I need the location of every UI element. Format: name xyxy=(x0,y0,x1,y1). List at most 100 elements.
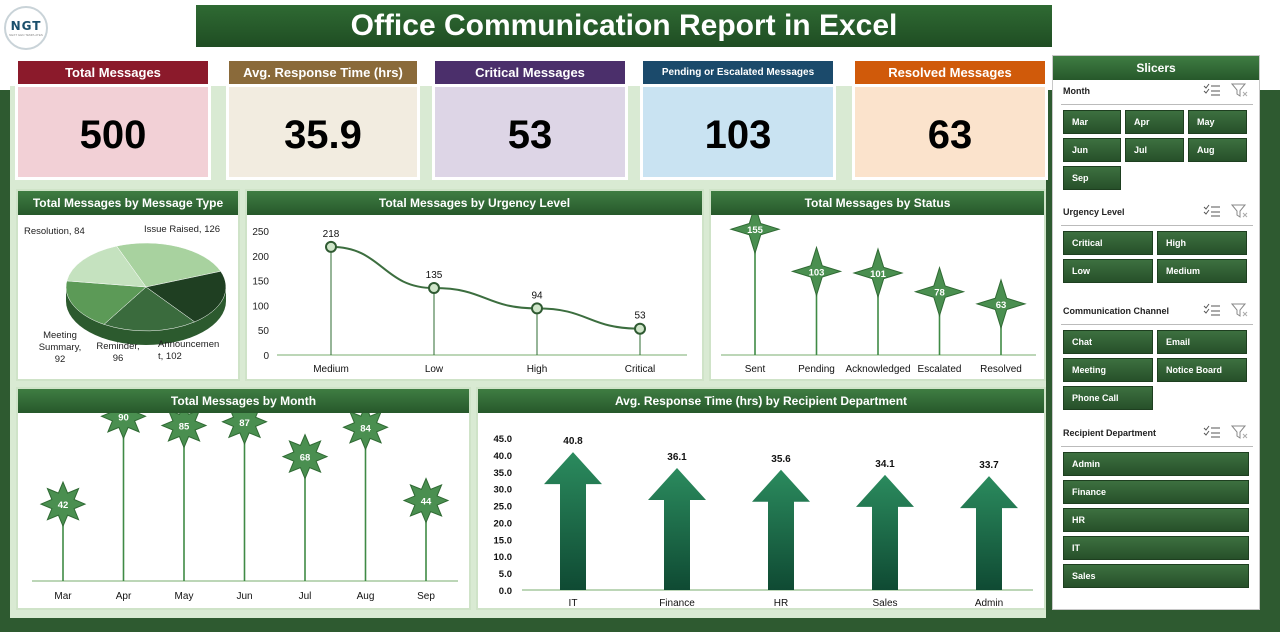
status-chart: 155 Sent 103 Pending 101 Acknowledged 78 Escala… xyxy=(721,215,1036,375)
bar-arrow xyxy=(856,474,914,590)
bar-chart: 0.0 5.0 10.0 15.0 20.0 25.0 30.0 35.0 40.0 45.0 40… xyxy=(494,434,1033,608)
kpi-card-critical-messages: Critical Messages 53 xyxy=(432,58,628,180)
y-tick-label: 150 xyxy=(252,277,269,288)
panel-status: Total Messages by Status 155 Sent 103 Pendi… xyxy=(709,189,1046,381)
slicer-item-sep[interactable]: Sep xyxy=(1063,166,1121,190)
pie-data-label: 92 xyxy=(55,354,66,365)
x-tick-label: Sep xyxy=(417,591,435,602)
clear-filter-icon[interactable] xyxy=(1230,425,1249,439)
y-tick-label: 30.0 xyxy=(494,485,513,496)
panel-response-time: Avg. Response Time (hrs) by Recipient De… xyxy=(476,387,1046,610)
data-point xyxy=(531,302,543,315)
slicers-title: Slicers xyxy=(1053,56,1259,80)
clear-filter-icon[interactable] xyxy=(1230,204,1249,218)
data-point xyxy=(325,240,337,253)
slicer-item-medium[interactable]: Medium xyxy=(1157,259,1247,283)
x-tick-label: Sales xyxy=(872,598,897,608)
slicers-panel: Slicers Month Mar Apr May Jun Jul Aug Se… xyxy=(1052,55,1260,610)
clear-filter-icon[interactable] xyxy=(1230,83,1249,97)
kpi-value: 103 xyxy=(704,112,772,157)
line-chart: 0 50 100 150 200 250 218 Medium 135 Low 94 High 53 Cr… xyxy=(252,227,687,375)
x-tick-label: Sent xyxy=(745,364,766,375)
slicer-item-sales[interactable]: Sales xyxy=(1063,564,1249,588)
slicer-item-aug[interactable]: Aug xyxy=(1188,138,1247,162)
multi-select-icon[interactable] xyxy=(1203,83,1221,97)
x-tick-label: Medium xyxy=(313,364,349,375)
data-label: 84 xyxy=(360,423,371,434)
slicer-item-high[interactable]: High xyxy=(1157,231,1247,255)
slicer-item-apr[interactable]: Apr xyxy=(1125,110,1184,134)
pie-slice xyxy=(145,271,227,323)
bar-arrow xyxy=(648,468,706,590)
x-tick-label: Jul xyxy=(299,591,312,602)
slicer-item-mar[interactable]: Mar xyxy=(1063,110,1121,134)
panel-title: Total Messages by Status xyxy=(711,191,1044,215)
x-tick-label: Critical xyxy=(625,364,656,375)
data-label: 101 xyxy=(870,269,887,280)
slicer-item-email[interactable]: Email xyxy=(1157,330,1247,354)
pie-data-label: Meeting xyxy=(43,330,77,341)
panel-title: Total Messages by Month xyxy=(18,389,469,413)
pie-data-label: Reminder, xyxy=(96,341,139,352)
x-tick-label: May xyxy=(175,591,194,602)
pie-slice xyxy=(65,280,147,325)
bar-arrow xyxy=(544,452,602,590)
y-tick-label: 20.0 xyxy=(494,518,513,529)
slicer-item-admin[interactable]: Admin xyxy=(1063,452,1249,476)
star-marker xyxy=(790,245,843,298)
data-label: 155 xyxy=(747,225,764,236)
clear-filter-icon[interactable] xyxy=(1230,303,1249,317)
slicer-item-meeting[interactable]: Meeting xyxy=(1063,358,1153,382)
slicer-item-notice-board[interactable]: Notice Board xyxy=(1157,358,1247,382)
star-marker xyxy=(975,278,1027,330)
kpi-card-total-messages: Total Messages 500 xyxy=(15,58,211,180)
data-label: 40.8 xyxy=(563,436,583,447)
slicer-item-hr[interactable]: HR xyxy=(1063,508,1249,532)
star-marker xyxy=(913,266,966,318)
star-marker xyxy=(281,433,329,480)
star-marker xyxy=(729,215,781,255)
x-tick-label: Pending xyxy=(798,364,835,375)
multi-select-icon[interactable] xyxy=(1203,303,1221,317)
y-tick-label: 50 xyxy=(258,326,270,337)
multi-select-icon[interactable] xyxy=(1203,425,1221,439)
pie-slice xyxy=(103,286,196,332)
data-label: 68 xyxy=(300,453,311,464)
panel-title: Total Messages by Message Type xyxy=(18,191,238,215)
x-tick-label: Acknowledged xyxy=(845,364,910,375)
star-marker xyxy=(221,413,268,446)
y-tick-label: 10.0 xyxy=(494,552,513,563)
y-tick-label: 5.0 xyxy=(499,569,512,580)
y-tick-label: 100 xyxy=(252,301,269,312)
divider xyxy=(1061,324,1253,325)
y-tick-label: 45.0 xyxy=(494,434,513,445)
kpi-value: 63 xyxy=(927,112,973,157)
data-label: 33.7 xyxy=(979,460,999,471)
slicer-item-phone-call[interactable]: Phone Call xyxy=(1063,386,1153,410)
slicer-item-finance[interactable]: Finance xyxy=(1063,480,1249,504)
data-label: 63 xyxy=(996,300,1007,311)
divider xyxy=(1061,446,1253,447)
x-tick-label: HR xyxy=(774,598,788,608)
slicer-item-it[interactable]: IT xyxy=(1063,536,1249,560)
data-label: 218 xyxy=(323,229,340,240)
slicer-item-low[interactable]: Low xyxy=(1063,259,1153,283)
slicer-item-jun[interactable]: Jun xyxy=(1063,138,1121,162)
data-label: 78 xyxy=(934,288,945,299)
star-marker xyxy=(342,413,389,451)
panel-message-type: Total Messages by Message Type Issue Rai… xyxy=(16,189,240,381)
data-label: 44 xyxy=(421,496,432,507)
slicer-item-jul[interactable]: Jul xyxy=(1125,138,1184,162)
x-tick-label: Aug xyxy=(357,591,375,602)
pie-slice xyxy=(66,245,147,288)
data-label: 53 xyxy=(634,311,646,322)
slicer-item-chat[interactable]: Chat xyxy=(1063,330,1153,354)
x-tick-label: Low xyxy=(425,364,444,375)
x-tick-label: Apr xyxy=(116,591,132,602)
data-point xyxy=(634,322,646,335)
slicer-item-critical[interactable]: Critical xyxy=(1063,231,1153,255)
slicer-item-may[interactable]: May xyxy=(1188,110,1247,134)
multi-select-icon[interactable] xyxy=(1203,204,1221,218)
kpi-card-resolved-messages: Resolved Messages 63 xyxy=(852,58,1048,180)
